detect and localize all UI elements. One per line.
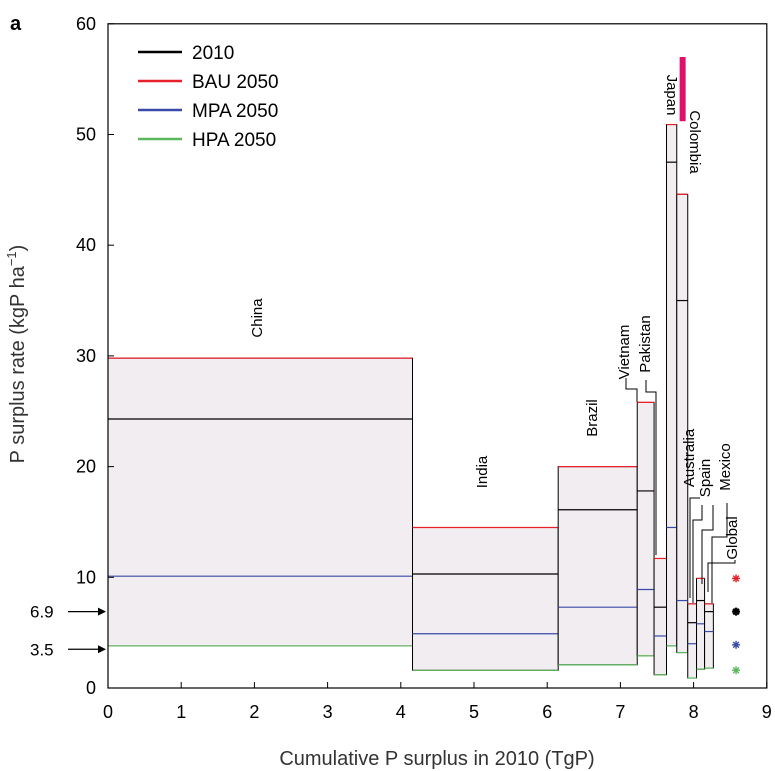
x-tick-label: 5 — [469, 702, 479, 722]
y-tick-label: 10 — [76, 567, 96, 587]
y-tick-label: 20 — [76, 457, 96, 477]
x-tick-label: 6 — [542, 702, 552, 722]
global-point-bau — [732, 574, 741, 583]
y-axis-label: P surplus rate (kgP ha−1) — [4, 245, 29, 464]
bar-mexico — [704, 603, 714, 669]
x-axis-label: Cumulative P surplus in 2010 (TgP) — [279, 748, 594, 770]
label-leader-line — [692, 505, 703, 603]
x-tick-label: 3 — [323, 702, 333, 722]
bars-layer — [107, 123, 714, 679]
global-layer — [732, 574, 741, 675]
legend: 2010 BAU 2050 MPA 2050 HPA 2050 — [138, 43, 279, 151]
bar-brazil — [557, 466, 638, 666]
legend-label: HPA 2050 — [192, 130, 276, 151]
y-axis-label-sup: −1 — [4, 251, 19, 266]
country-label-india: India — [474, 455, 491, 488]
bar-australia — [687, 603, 698, 679]
x-tick-label: 9 — [762, 702, 772, 722]
label-leader-line — [689, 497, 700, 598]
country-label-pakistan: Pakistan — [637, 315, 654, 373]
x-tick-label: 4 — [396, 702, 406, 722]
legend-label: BAU 2050 — [192, 72, 279, 93]
x-tick-label: 1 — [176, 702, 186, 722]
annotation-label: 6.9 — [30, 603, 54, 622]
bar-vietnam — [636, 401, 655, 657]
global-point-hpa — [732, 666, 741, 675]
x-tick-label: 7 — [615, 702, 625, 722]
bar-colombia — [676, 193, 689, 654]
country-label-mexico: Mexico — [717, 443, 734, 491]
global-point-mpa — [732, 640, 741, 649]
global-star-stroke — [732, 666, 740, 674]
off-scale-marker — [679, 57, 686, 122]
country-label-japan: Japan — [663, 75, 680, 116]
label-leader-line — [645, 380, 657, 555]
panel-label: a — [10, 13, 22, 35]
annotation-arrow-head — [98, 607, 106, 616]
country-label-china: China — [249, 298, 266, 338]
global-star-stroke — [732, 575, 740, 582]
annotation-label: 3.5 — [30, 640, 54, 659]
y-axis-label-main: P surplus rate (kgP ha — [7, 265, 29, 463]
bar-pakistan — [653, 557, 668, 676]
country-labels: China India Brazil Vietnam Pakistan Japan Colo… — [249, 75, 741, 603]
y-tick-label: 30 — [76, 346, 96, 366]
y-axis-label-end: ) — [7, 245, 29, 252]
label-leader-line — [701, 505, 714, 584]
x-tick-label: 0 — [103, 702, 113, 722]
country-label-vietnam: Vietnam — [616, 325, 633, 380]
y-tick-label: 0 — [86, 678, 96, 698]
bar-japan — [666, 124, 678, 647]
y-tick-label: 40 — [76, 235, 96, 255]
country-label-australia: Australia — [681, 428, 698, 487]
global-point-y2010 — [732, 607, 741, 616]
y-tick-label: 50 — [76, 125, 96, 145]
label-leader-line — [625, 378, 638, 402]
y-tick-label: 60 — [76, 14, 96, 34]
annotation-arrow-head — [98, 645, 106, 654]
country-label-global: Global — [724, 516, 741, 559]
bar-india — [412, 526, 559, 671]
bar-china — [107, 357, 414, 647]
legend-label: 2010 — [192, 43, 234, 64]
x-tick-label: 8 — [689, 702, 699, 722]
legend-label: MPA 2050 — [192, 101, 278, 122]
marker-layer — [679, 57, 686, 122]
country-label-spain: Spain — [697, 459, 714, 497]
label-leader-line — [711, 503, 728, 603]
country-label-colombia: Colombia — [686, 110, 703, 174]
global-star-stroke — [732, 641, 740, 649]
x-tick-label: 2 — [249, 702, 259, 722]
global-star-stroke — [732, 608, 740, 616]
country-label-brazil: Brazil — [584, 399, 601, 437]
label-leader-line — [707, 560, 736, 592]
axes-layer: 0 1 2 3 4 5 6 7 8 9 0 10 20 30 40 50 60 6.9 3.5 — [30, 14, 772, 722]
